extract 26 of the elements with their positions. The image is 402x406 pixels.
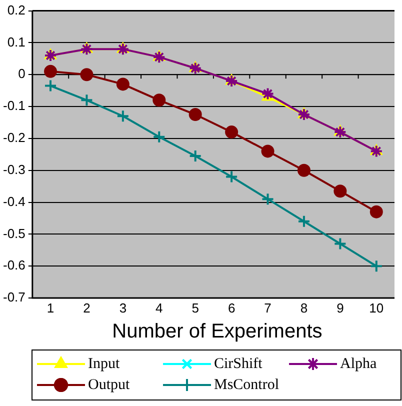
- y-tick-label: -0.6: [2, 258, 26, 273]
- x-tick-label: 4: [156, 300, 163, 316]
- x-tick-label: 1: [46, 300, 54, 316]
- y-tick-label: 0.1: [7, 34, 26, 50]
- y-tick-label: 0: [18, 66, 26, 82]
- x-tick-label: 5: [192, 300, 199, 316]
- x-tick-label: 7: [264, 300, 272, 316]
- x-tick-label: 8: [300, 300, 308, 316]
- legend-label: Alpha: [340, 356, 377, 372]
- y-tick-label: -0.7: [2, 290, 26, 305]
- y-tick-label: -0.1: [2, 98, 26, 114]
- x-axis-title: Number of Experiments: [112, 320, 322, 343]
- x-tick-label: 3: [119, 300, 127, 316]
- x-tick-label: 2: [83, 300, 90, 316]
- x-tick-label: 10: [369, 300, 384, 316]
- x-tick-label: 6: [228, 300, 236, 316]
- y-tick-label: -0.2: [2, 130, 26, 146]
- legend-label: MsControl: [214, 376, 280, 393]
- y-tick-label: -0.5: [2, 226, 26, 241]
- legend-label: Input: [88, 356, 120, 372]
- y-tick-label: 0.2: [7, 2, 26, 18]
- y-tick-label: -0.4: [2, 194, 26, 209]
- legend-label: CirShift: [214, 356, 264, 372]
- y-tick-label: -0.3: [2, 162, 26, 177]
- legend-label: Output: [88, 376, 130, 393]
- x-tick-label: 9: [336, 300, 344, 316]
